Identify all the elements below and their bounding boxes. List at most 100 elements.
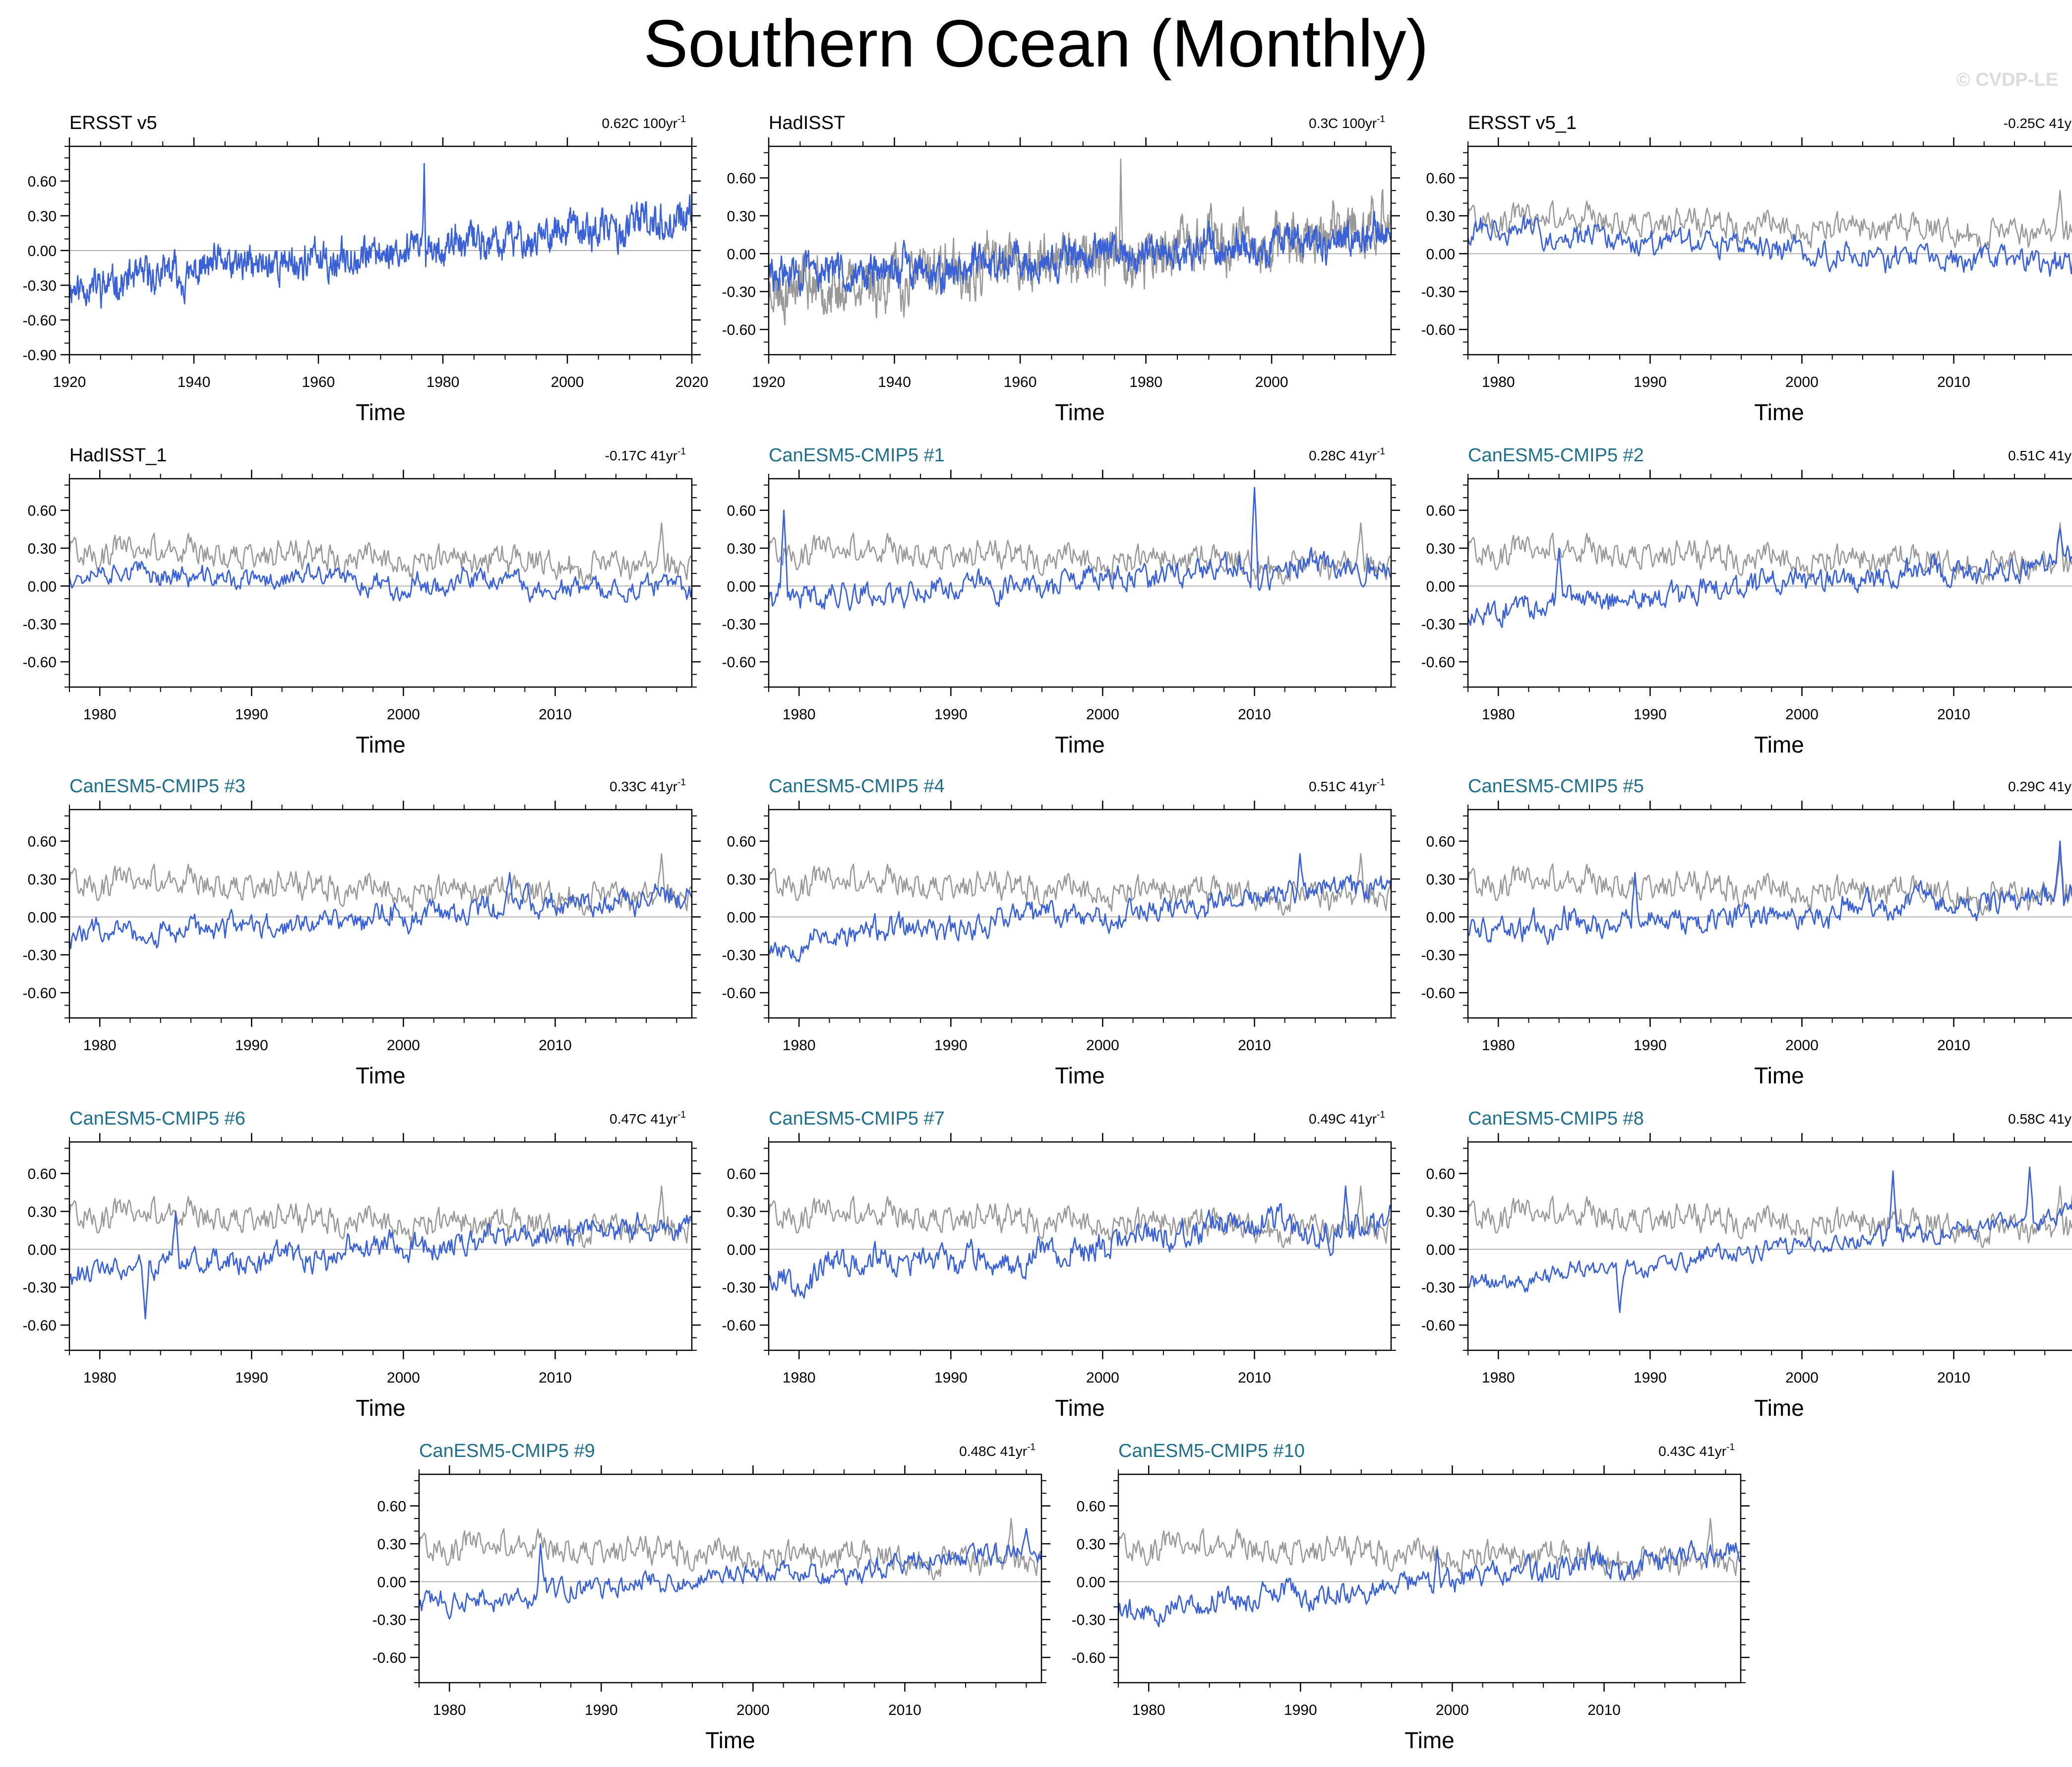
y-tick-label: -0.60 [722, 322, 756, 338]
y-tick-label: 0.30 [727, 1204, 756, 1220]
x-tick-label: 1990 [1284, 1702, 1317, 1718]
chart-panel-6: CanESM5-CMIP5 #2 0.51C 41yr-1 -0.60 -0.30 0.… [1421, 445, 2072, 757]
y-tick-label: 0.30 [1426, 541, 1455, 557]
x-tick-label: 1940 [178, 374, 211, 390]
y-tick-label: -0.60 [23, 313, 57, 329]
y-tick-label: 0.30 [1426, 1204, 1455, 1220]
panel-title: CanESM5-CMIP5 #4 [769, 776, 945, 797]
chart-panel-8: CanESM5-CMIP5 #4 0.51C 41yr-1 -0.60 -0.30 0.… [722, 776, 1400, 1088]
y-tick-label: 0.30 [1426, 872, 1455, 888]
panel-title: CanESM5-CMIP5 #3 [69, 776, 245, 797]
x-axis-label: Time [1055, 1395, 1105, 1421]
x-tick-label: 1980 [83, 1370, 117, 1386]
x-axis-label: Time [1055, 1063, 1105, 1088]
x-axis-label: Time [1754, 1395, 1804, 1421]
x-tick-label: 1980 [83, 1037, 117, 1054]
y-tick-label: 0.60 [1426, 1166, 1455, 1183]
x-tick-label: 1980 [83, 706, 117, 723]
y-tick-label: -0.60 [372, 1650, 406, 1666]
x-tick-label: 1980 [783, 1037, 816, 1054]
x-tick-label: 2010 [888, 1702, 921, 1718]
y-tick-label: 0.00 [727, 909, 756, 926]
y-tick-label: -0.60 [722, 654, 756, 671]
y-tick-label: 0.60 [28, 174, 57, 190]
y-tick-label: -0.30 [722, 1280, 756, 1296]
x-tick-label: 2000 [1086, 706, 1119, 723]
plot-frame [1117, 1473, 1742, 1684]
y-tick-label: -0.30 [23, 278, 57, 294]
y-tick-label: 0.00 [727, 246, 756, 262]
x-tick-label: 2010 [539, 1037, 572, 1054]
page-title: Southern Ocean (Monthly) [643, 6, 1429, 81]
series-line-2 [768, 1185, 1392, 1299]
panel-title: CanESM5-CMIP5 #10 [1118, 1441, 1305, 1461]
x-tick-label: 2000 [736, 1702, 770, 1718]
chart-panel-12: CanESM5-CMIP5 #8 0.58C 41yr-1 -0.60 -0.30 0.… [1421, 1108, 2072, 1421]
x-tick-label: 2010 [1937, 1037, 1970, 1054]
y-tick-label: -0.30 [722, 284, 756, 301]
y-tick-label: 0.00 [1426, 909, 1455, 926]
y-tick-label: 0.60 [377, 1499, 406, 1515]
x-axis-label: Time [356, 399, 406, 425]
y-tick-label: 0.60 [1426, 171, 1455, 187]
series-line-2 [68, 872, 693, 949]
x-axis-label: Time [356, 1063, 406, 1088]
x-tick-label: 1990 [1634, 1037, 1667, 1054]
x-tick-label: 1980 [783, 706, 816, 723]
chart-panel-5: CanESM5-CMIP5 #1 0.28C 41yr-1 -0.60 -0.30 0.… [722, 445, 1400, 757]
y-tick-label: -0.30 [372, 1612, 406, 1629]
y-tick-label: 0.30 [727, 872, 756, 888]
y-tick-label: 0.30 [28, 1204, 57, 1220]
chart-panel-11: CanESM5-CMIP5 #7 0.49C 41yr-1 -0.60 -0.30 0.… [722, 1108, 1400, 1421]
y-tick-label: 0.00 [377, 1574, 406, 1590]
x-tick-label: 2010 [1238, 1370, 1271, 1386]
plot-frame [768, 809, 1392, 1019]
trend-label: 0.49C 41yr-1 [1309, 1110, 1385, 1127]
x-tick-label: 1980 [1482, 1037, 1515, 1054]
y-tick-label: -0.60 [23, 985, 57, 1002]
y-tick-label: 0.00 [1426, 1242, 1455, 1258]
y-tick-label: -0.60 [1421, 322, 1455, 338]
series-line-2 [1467, 214, 2072, 277]
series-line-1 [68, 163, 693, 309]
panel-title: CanESM5-CMIP5 #6 [69, 1108, 245, 1129]
x-tick-label: 1980 [1482, 706, 1515, 723]
trend-label: -0.25C 41yr-1 [2004, 114, 2072, 131]
plot-frame [1467, 809, 2072, 1019]
y-tick-label: -0.60 [1421, 654, 1455, 671]
y-tick-label: -0.60 [1421, 1318, 1455, 1334]
x-tick-label: 2000 [1785, 1037, 1819, 1054]
y-tick-label: 0.60 [1426, 834, 1455, 850]
series-line-1 [1117, 1517, 1741, 1580]
y-tick-label: 0.60 [727, 503, 756, 519]
y-tick-label: 0.60 [727, 834, 756, 850]
y-tick-label: -0.60 [1421, 985, 1455, 1002]
x-axis-label: Time [1754, 732, 1804, 757]
x-tick-label: 1990 [585, 1702, 618, 1718]
x-tick-label: 1990 [235, 1370, 268, 1386]
y-tick-label: 0.60 [1077, 1499, 1105, 1515]
series-line-1 [68, 1185, 692, 1248]
x-tick-label: 2010 [1587, 1702, 1621, 1718]
x-tick-label: 1940 [878, 374, 911, 390]
series-line-2 [1467, 840, 2072, 946]
series-line-2 [768, 853, 1392, 963]
series-line-1 [768, 1185, 1392, 1248]
series-line-1 [1467, 853, 2072, 916]
y-tick-label: 0.60 [727, 1166, 756, 1183]
series-line-1 [1467, 189, 2072, 253]
trend-label: -0.17C 41yr-1 [605, 446, 686, 463]
panel-title: CanESM5-CMIP5 #1 [769, 445, 945, 466]
plot-frame [768, 145, 1392, 356]
series-line-1 [768, 853, 1392, 916]
plot-frame [768, 1141, 1392, 1351]
plot-frame [1467, 145, 2072, 356]
chart-panel-7: CanESM5-CMIP5 #3 0.33C 41yr-1 -0.60 -0.30 0.… [23, 776, 701, 1088]
x-tick-label: 1980 [1129, 374, 1162, 390]
x-axis-label: Time [1404, 1727, 1455, 1753]
y-tick-label: -0.60 [23, 1318, 57, 1334]
y-tick-label: 0.60 [727, 171, 756, 187]
watermark: © CVDP-LE [1956, 69, 2058, 90]
x-tick-label: 2000 [1785, 706, 1819, 723]
x-tick-label: 2010 [1937, 1370, 1970, 1386]
